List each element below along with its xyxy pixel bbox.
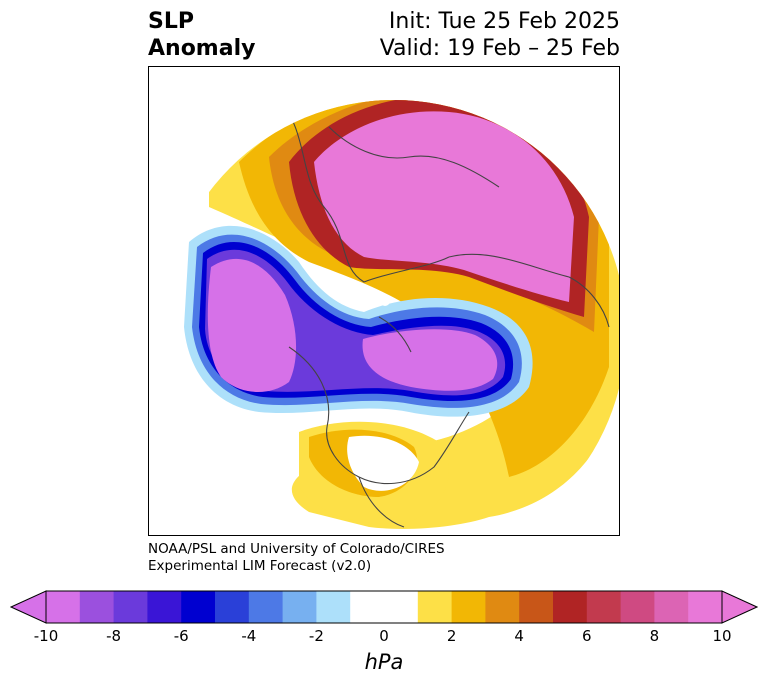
colorbar-tick-label: 0 [379,627,389,645]
colorbar-bin [181,591,216,623]
neutral-us [347,435,419,491]
colorbar-bin [248,591,284,623]
colorbar-bin [113,591,148,623]
colorbar-bin [553,591,588,623]
colorbar-bin [485,591,520,623]
colorbar-bin [451,591,486,623]
negative-anomaly-core-east [362,329,498,391]
negative-anomaly-core-west [207,258,297,393]
forecast-dates: Init: Tue 25 Feb 2025 Valid: 19 Feb – 25… [380,8,620,62]
credit-text: NOAA/PSL and University of Colorado/CIRE… [148,541,445,574]
neutral-spot [380,296,390,306]
map-panel [148,66,620,536]
chart-title: SLP Anomaly [148,9,256,61]
colorbar-bin [147,591,182,623]
colorbar-bin [282,591,317,623]
colorbar-overflow-arrow [721,590,758,624]
colorbar-frame [45,590,723,624]
colorbar-tick-label: -2 [308,627,324,645]
colorbar-bin [46,591,81,623]
colorbar-tick-label: 4 [514,627,524,645]
colorbar-underflow-arrow [10,590,47,624]
colorbar-tick-label: 2 [446,627,457,645]
colorbar-tick-label: -8 [106,627,122,645]
colorbar-bin [417,591,453,623]
colorbar [10,590,758,624]
colorbar-unit: hPa [364,650,404,674]
colorbar-bin [688,591,723,623]
positive-anomaly-core [314,111,574,302]
colorbar-bin [519,591,554,623]
colorbar-bin [350,591,385,623]
colorbar-bin [586,591,622,623]
init-date: Init: Tue 25 Feb 2025 [388,9,620,34]
anomaly-map [184,100,619,529]
colorbar-bin [316,591,351,623]
colorbar-bin [620,591,655,623]
colorbar-tick-label: 10 [712,627,732,645]
colorbar-bin [654,591,689,623]
colorbar-bin [384,591,419,623]
colorbar-bin [79,591,115,623]
colorbar-tick-label: -6 [173,627,189,645]
colorbar-bin [215,591,250,623]
colorbar-tick-label: -4 [241,627,257,645]
valid-range: Valid: 19 Feb – 25 Feb [379,36,620,61]
colorbar-tick-label: 8 [649,627,660,645]
colorbar-tick-label: -10 [33,627,59,645]
colorbar-tick-label: 6 [582,627,592,645]
